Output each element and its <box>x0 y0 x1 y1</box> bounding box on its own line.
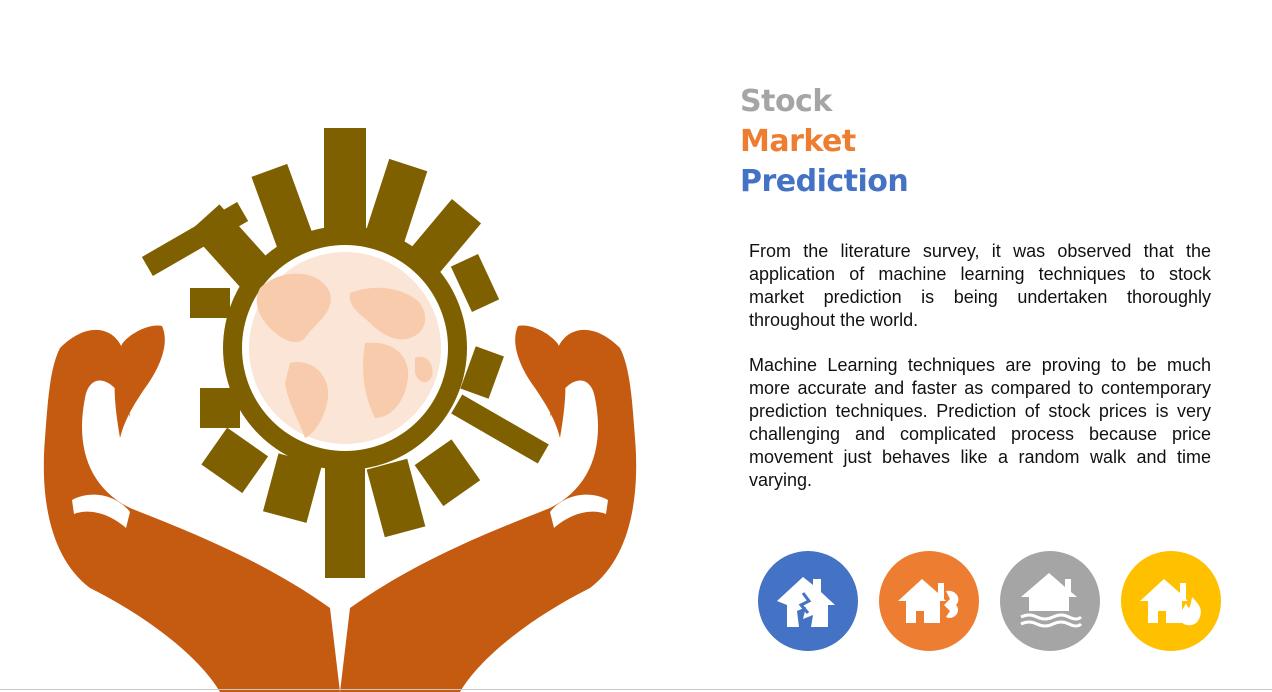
house-flood-icon <box>1000 551 1100 651</box>
paragraph-ml-techniques: Machine Learning techniques are proving … <box>749 355 1211 490</box>
body-text: From the literature survey, it was obser… <box>749 240 1211 514</box>
left-hand-shape <box>43 329 340 692</box>
title-line-prediction: Prediction <box>740 164 909 199</box>
right-thumb-shape <box>515 325 566 438</box>
right-hand-shape <box>340 329 637 692</box>
bottom-divider <box>0 689 1272 690</box>
house-earthquake-icon <box>758 551 858 651</box>
hands-globe-illustration <box>43 128 637 692</box>
left-thumb-shape <box>114 325 165 438</box>
house-fire-icon <box>1121 551 1221 651</box>
title-line-market: Market <box>740 124 856 159</box>
house-storm-icon <box>879 551 979 651</box>
title-block: Stock Market Prediction <box>740 82 909 202</box>
right-palm-fold <box>550 494 608 528</box>
left-palm-fold <box>72 494 130 528</box>
globe-continents <box>256 273 433 438</box>
title-line-stock: Stock <box>740 84 832 119</box>
paragraph-literature-survey: From the literature survey, it was obser… <box>749 241 1211 330</box>
